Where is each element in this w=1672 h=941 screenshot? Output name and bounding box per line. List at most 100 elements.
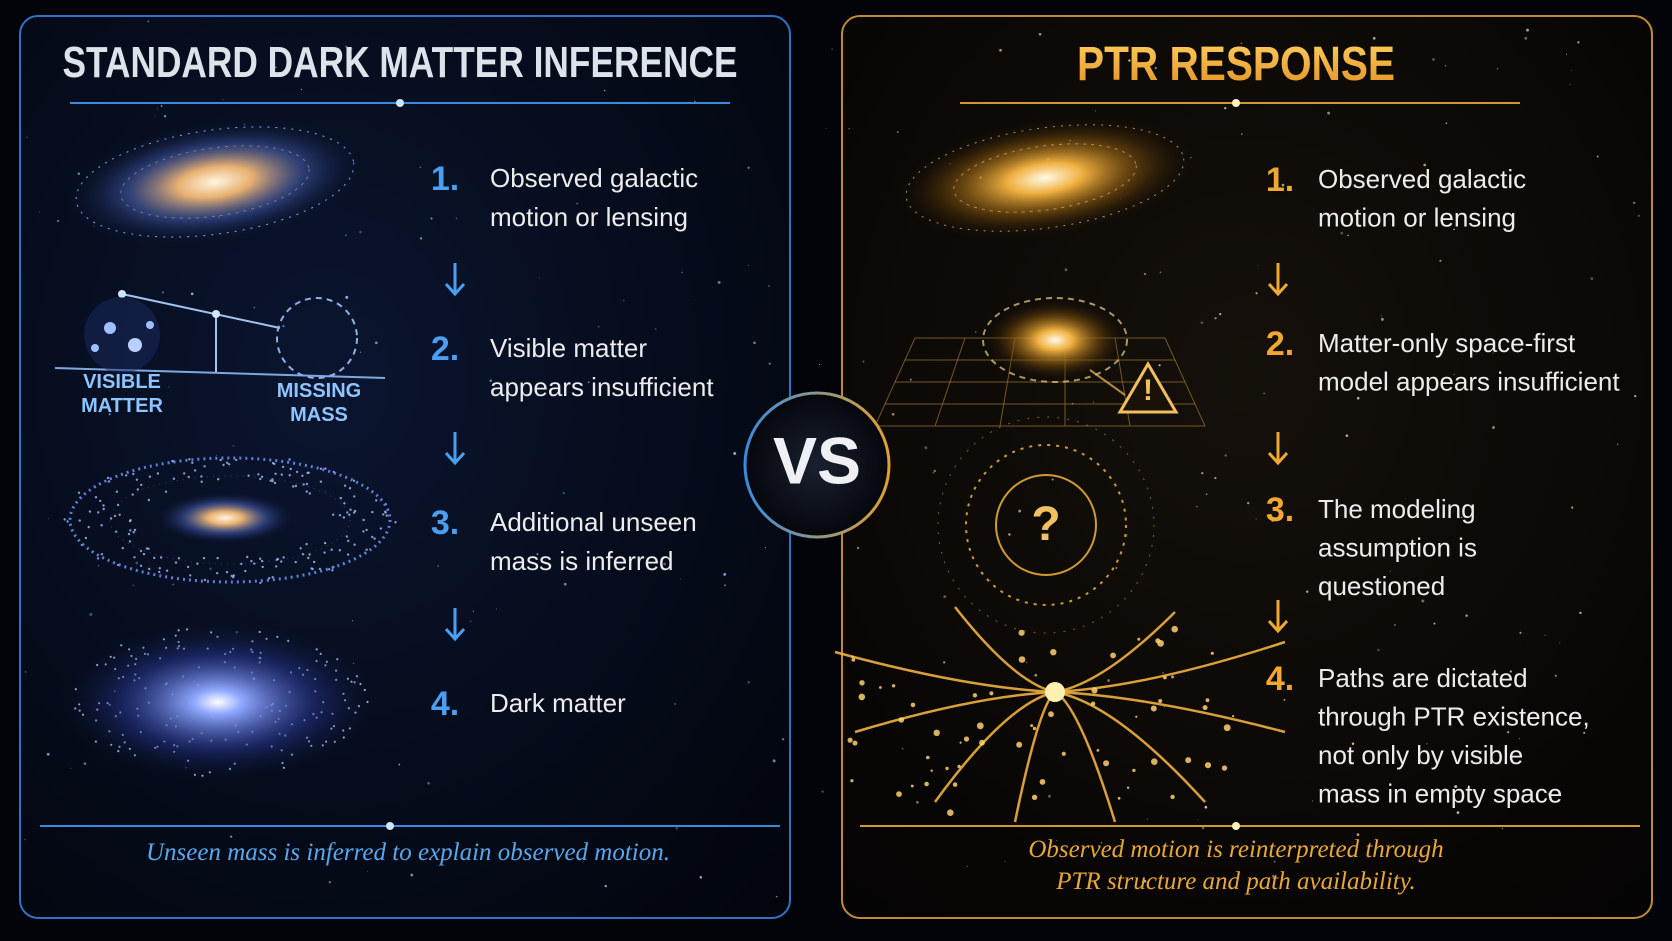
star xyxy=(148,567,151,571)
network-node xyxy=(979,739,985,746)
star xyxy=(345,45,348,48)
star xyxy=(280,560,283,563)
star xyxy=(587,381,590,384)
network-node xyxy=(1210,651,1214,655)
star xyxy=(1056,840,1058,842)
star xyxy=(200,480,203,483)
star xyxy=(933,469,936,473)
star xyxy=(132,472,135,476)
star xyxy=(775,895,778,898)
star xyxy=(1018,509,1022,513)
star xyxy=(825,128,827,129)
star xyxy=(113,59,115,60)
star xyxy=(172,583,174,586)
star xyxy=(345,234,347,237)
star xyxy=(202,556,206,560)
network-node xyxy=(947,809,954,816)
star xyxy=(831,48,833,50)
network-node xyxy=(1171,625,1178,633)
star xyxy=(1241,133,1243,135)
star xyxy=(1524,36,1528,40)
star xyxy=(343,502,346,505)
star xyxy=(1143,879,1147,883)
star xyxy=(311,567,314,571)
star xyxy=(168,386,170,388)
divider-star xyxy=(396,99,404,107)
network-node xyxy=(898,717,905,723)
star xyxy=(818,363,821,366)
network-illustration xyxy=(834,606,1286,823)
star xyxy=(1380,315,1382,317)
star xyxy=(932,471,935,474)
step-text: not only by visible xyxy=(1318,740,1523,770)
star xyxy=(753,341,756,345)
star xyxy=(351,620,354,622)
star xyxy=(160,105,163,107)
star xyxy=(189,574,192,577)
star xyxy=(157,108,159,110)
network-node xyxy=(1185,757,1192,764)
star xyxy=(1634,394,1637,398)
step-number: 3. xyxy=(1266,491,1294,529)
star xyxy=(656,193,658,195)
star xyxy=(299,547,302,550)
network-node xyxy=(1150,705,1157,712)
star xyxy=(305,482,309,486)
star xyxy=(89,613,93,616)
star xyxy=(115,490,119,493)
star xyxy=(227,66,229,67)
star xyxy=(216,556,219,560)
star xyxy=(271,479,274,483)
star xyxy=(323,551,326,554)
network-node xyxy=(1155,638,1161,644)
star xyxy=(375,499,378,502)
flow-arrow xyxy=(444,608,466,642)
star xyxy=(856,546,860,550)
network-node xyxy=(1016,741,1023,748)
network-path xyxy=(854,690,1056,734)
star xyxy=(78,519,81,522)
star xyxy=(174,561,178,564)
star xyxy=(1496,68,1499,70)
star xyxy=(349,508,352,511)
illustration-label: MISSING xyxy=(277,380,361,402)
divider-star xyxy=(1232,822,1240,830)
network-path xyxy=(834,650,1056,694)
star xyxy=(128,540,132,543)
step-text: questioned xyxy=(1318,571,1445,601)
step-text: Additional unseen xyxy=(490,507,697,537)
star xyxy=(328,881,331,884)
network-path xyxy=(1054,640,1286,694)
star xyxy=(909,378,912,381)
flow-arrow xyxy=(444,432,466,466)
star xyxy=(225,461,229,464)
star xyxy=(128,519,132,523)
star xyxy=(292,485,295,488)
star xyxy=(365,528,368,532)
star xyxy=(896,131,899,134)
star xyxy=(139,564,143,567)
star xyxy=(153,556,156,560)
star xyxy=(1205,493,1208,495)
network-node xyxy=(1018,656,1026,663)
star xyxy=(1272,875,1275,878)
star xyxy=(723,573,727,576)
star xyxy=(1146,818,1148,820)
star xyxy=(371,535,374,539)
star xyxy=(966,865,968,868)
star xyxy=(1544,634,1546,636)
star xyxy=(694,299,696,301)
star xyxy=(366,870,368,872)
star xyxy=(1224,106,1227,110)
star xyxy=(227,463,231,466)
star xyxy=(1454,785,1458,789)
step-text: mass in empty space xyxy=(1318,779,1562,809)
star xyxy=(108,413,111,416)
network-path xyxy=(1054,690,1286,734)
star xyxy=(1115,567,1118,569)
flow-arrow xyxy=(1267,600,1289,634)
star xyxy=(216,455,218,456)
star xyxy=(280,473,283,476)
star xyxy=(269,479,272,482)
star xyxy=(109,517,113,520)
